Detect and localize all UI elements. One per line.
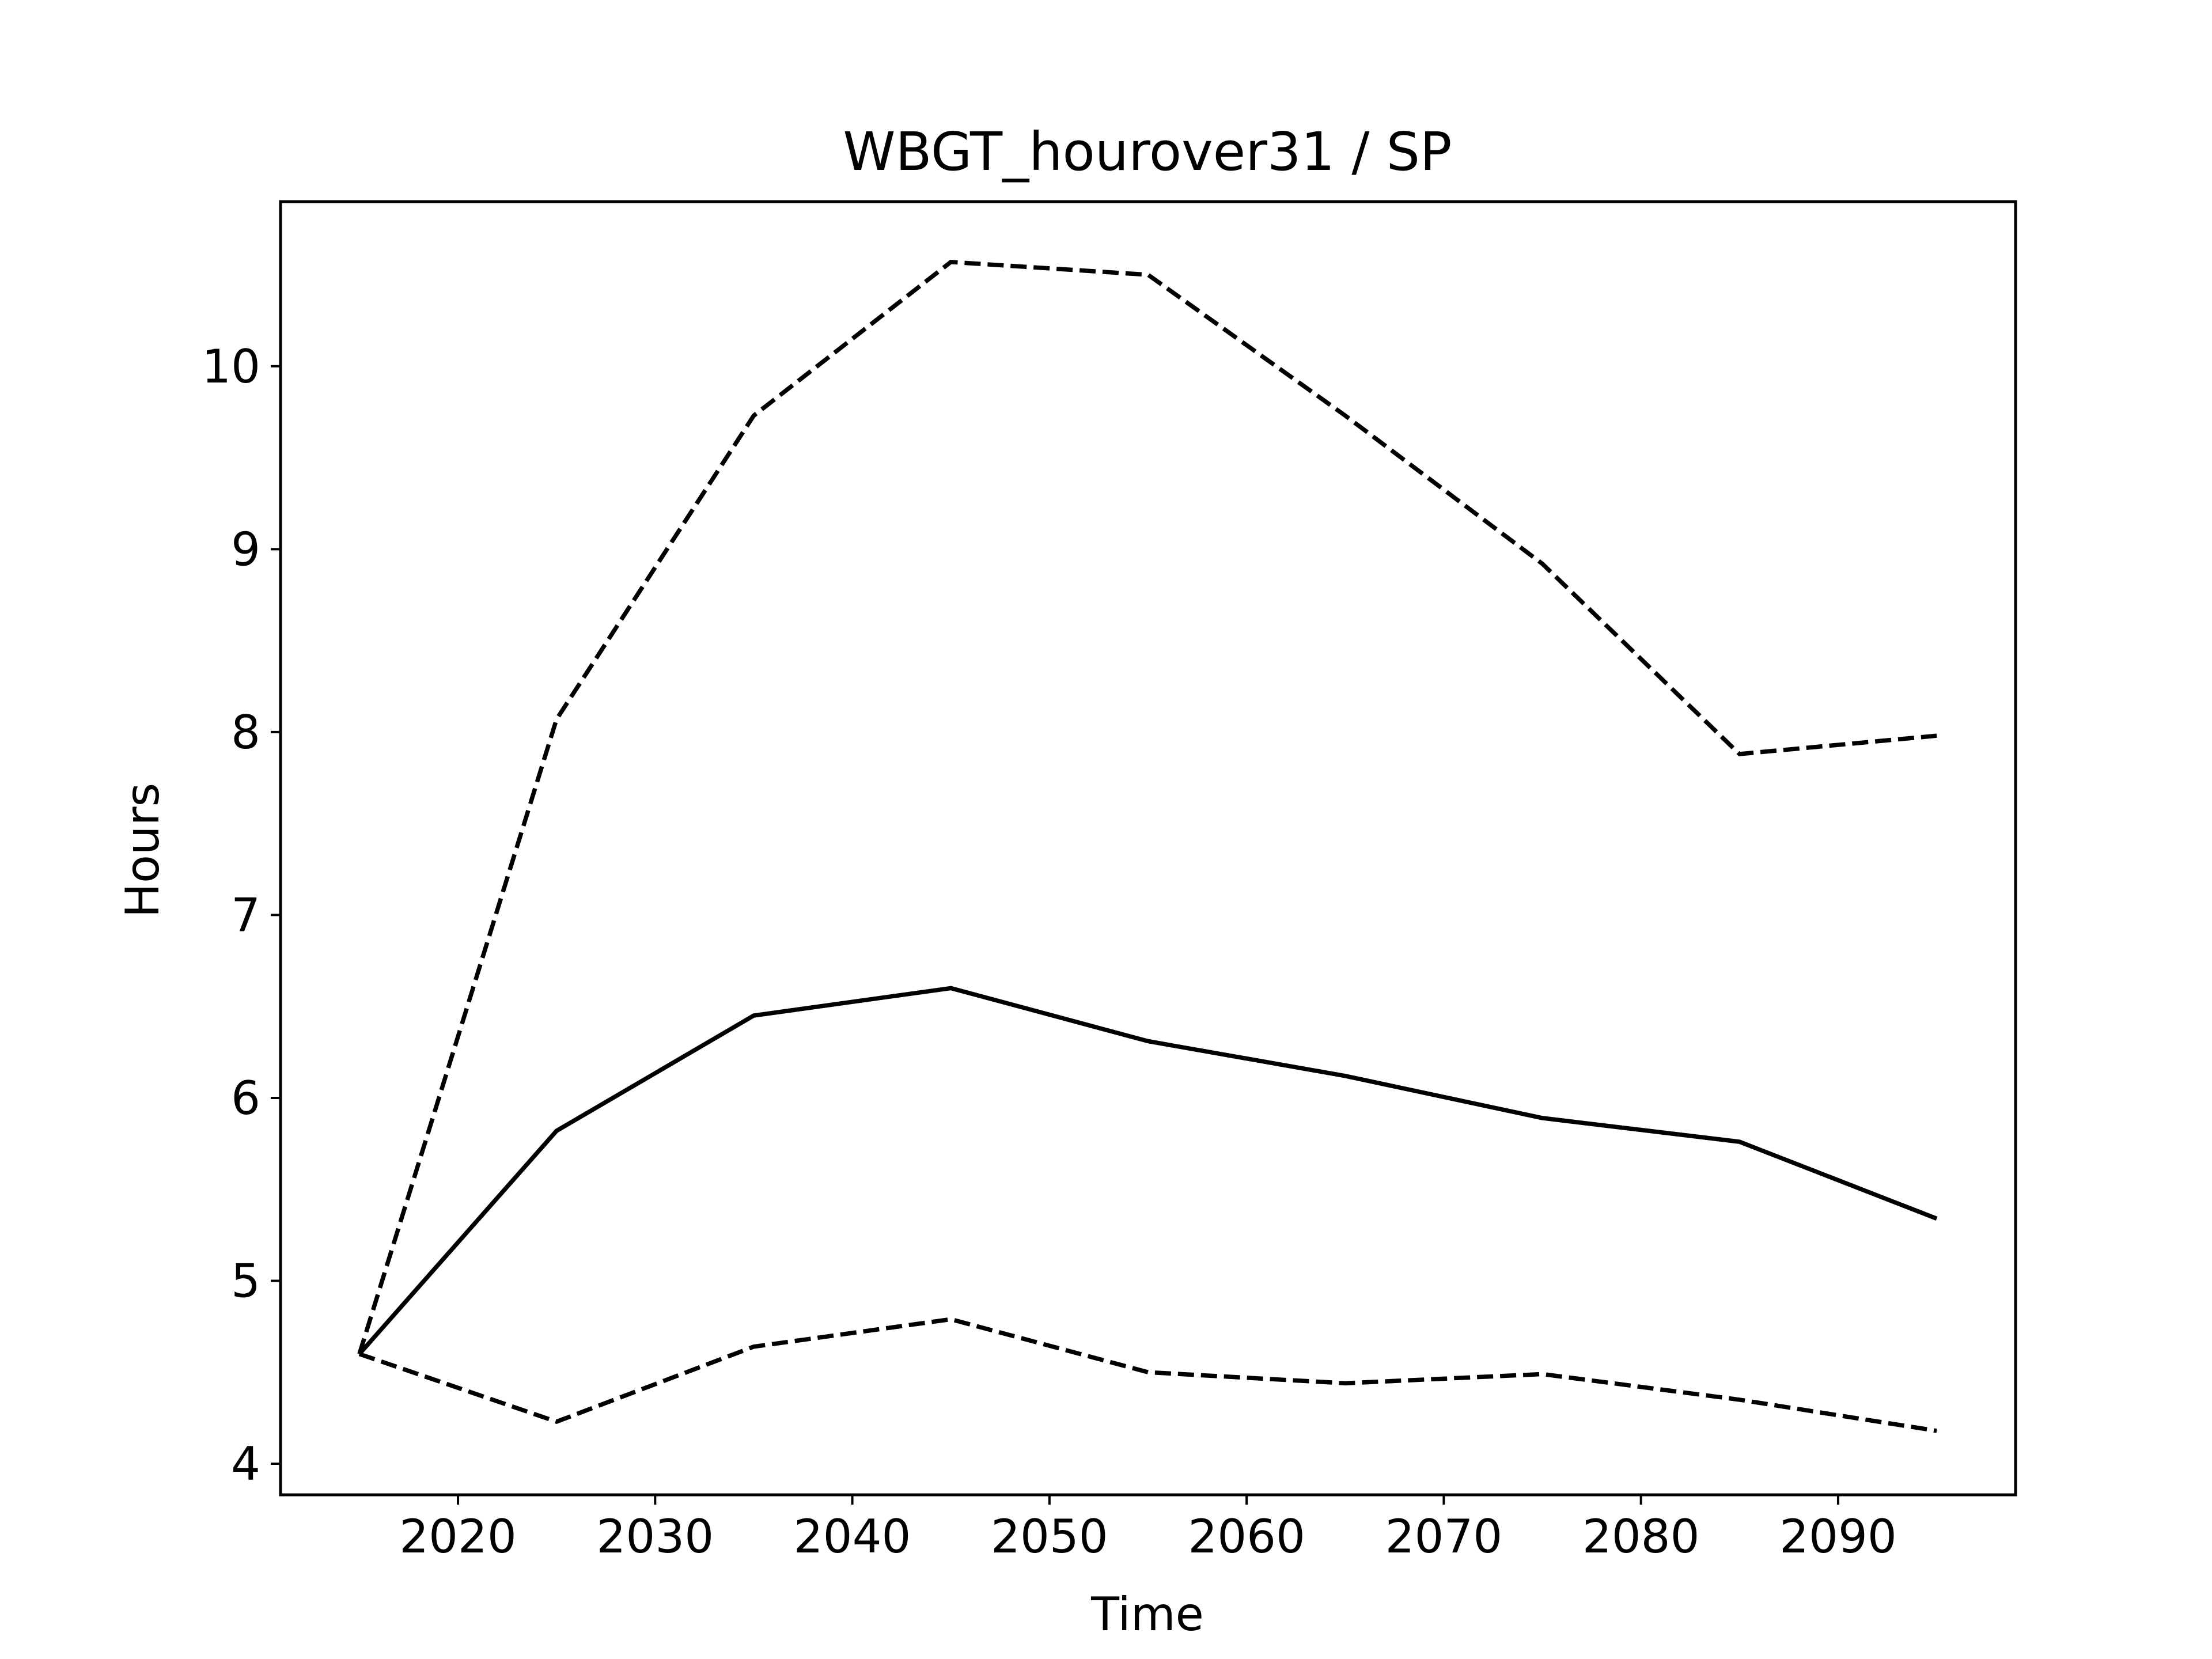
chart-title: WBGT_hourover31 / SP — [843, 121, 1452, 183]
y-tick-label: 7 — [231, 888, 260, 942]
x-tick-label: 2090 — [1779, 1510, 1897, 1563]
y-tick-label: 9 — [231, 522, 260, 576]
y-tick-label: 5 — [231, 1254, 260, 1308]
x-tick-label: 2080 — [1582, 1510, 1700, 1563]
x-tick-label: 2070 — [1385, 1510, 1503, 1563]
x-tick-label: 2020 — [399, 1510, 517, 1563]
y-axis-label: Hours — [116, 783, 169, 918]
x-tick-label: 2050 — [991, 1510, 1108, 1563]
x-axis-ticks: 2020 2030 2040 2050 2060 2070 2080 2090 — [399, 1495, 1897, 1563]
series-line-2 — [358, 986, 1938, 1355]
x-tick-label: 2060 — [1188, 1510, 1305, 1563]
x-axis-label: Time — [1090, 1588, 1204, 1641]
plot-frame — [279, 200, 2017, 1497]
series-line-1 — [357, 259, 1937, 1355]
series-layer — [357, 259, 1938, 1433]
series-line-3 — [358, 1317, 1937, 1433]
y-tick-label: 8 — [231, 706, 260, 759]
y-tick-label: 10 — [202, 340, 260, 393]
y-tick-label: 6 — [231, 1071, 260, 1125]
y-tick-label: 4 — [231, 1437, 260, 1491]
x-tick-label: 2030 — [597, 1510, 714, 1563]
y-axis-ticks: 4 5 6 7 8 9 10 — [202, 340, 281, 1491]
x-tick-label: 2040 — [794, 1510, 911, 1563]
